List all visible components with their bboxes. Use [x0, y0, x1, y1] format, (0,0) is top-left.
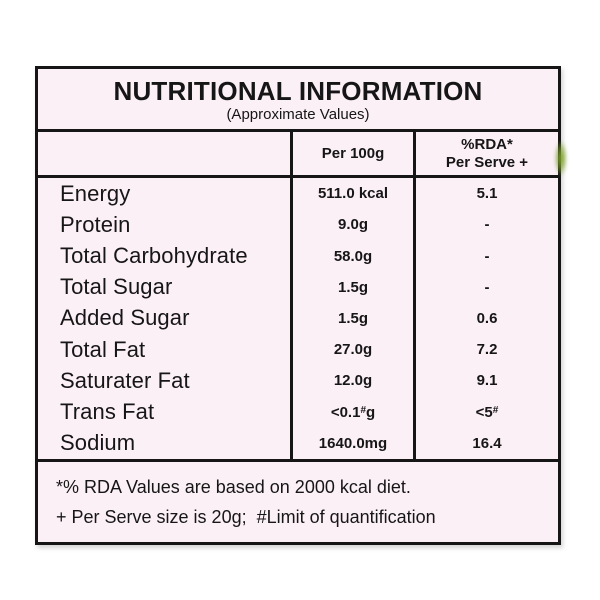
- nutrient-label: Added Sugar: [60, 305, 190, 331]
- nutrient-label: Protein: [60, 211, 131, 237]
- per-100g-value: <0.1 # g: [290, 396, 413, 428]
- header-per-100g-label: Per 100g: [321, 144, 385, 162]
- table-row: Saturater Fat 12.0g 9.1: [38, 365, 558, 397]
- rda-value: 9.1: [413, 365, 558, 397]
- nutrient-label: Total Sugar: [60, 274, 173, 300]
- rda-value: 7.2: [413, 334, 558, 366]
- per-100g-value: 58.0g: [290, 240, 413, 272]
- header-per-100g: Per 100g: [290, 132, 413, 175]
- rda-value: -: [413, 271, 558, 303]
- rda-value: <5 #: [413, 396, 558, 428]
- per-100g-value: 12.0g: [290, 365, 413, 397]
- table-row: Added Sugar 1.5g 0.6: [38, 302, 558, 335]
- table-row: Trans Fat <0.1 # g <5 #: [38, 396, 558, 428]
- rda-value: -: [413, 240, 558, 272]
- rda-value: 5.1: [413, 178, 558, 210]
- header-rda: %RDA* Per Serve +: [413, 132, 558, 175]
- table-row: Sodium 1640.0mg 16.4: [38, 427, 558, 459]
- nutrient-label: Saturater Fat: [60, 367, 190, 393]
- rda-value: 0.6: [413, 302, 558, 335]
- label-title: NUTRITIONAL INFORMATION: [113, 76, 483, 106]
- per-100g-value: 9.0g: [290, 209, 413, 241]
- footnote-rda: *% RDA Values are based on 2000 kcal die…: [56, 477, 411, 497]
- header-rda-line1: %RDA*: [461, 135, 513, 153]
- per-100g-value: 1640.0mg: [290, 427, 413, 459]
- table-header-row: Per 100g %RDA* Per Serve +: [38, 132, 558, 178]
- per-100g-value: 27.0g: [290, 334, 413, 366]
- table-row: Protein 9.0g -: [38, 209, 558, 241]
- label-title-block: NUTRITIONAL INFORMATION (Approximate Val…: [38, 69, 558, 132]
- nutrient-label: Energy: [60, 180, 131, 206]
- nutrient-label: Sodium: [60, 430, 136, 456]
- table-body: Energy 511.0 kcal 5.1 Protein 9.0g - Tot…: [38, 178, 558, 459]
- table-row: Energy 511.0 kcal 5.1: [38, 178, 558, 210]
- per-100g-value: 1.5g: [290, 302, 413, 335]
- nutrition-label-panel: NUTRITIONAL INFORMATION (Approximate Val…: [35, 66, 561, 545]
- table-row: Total Fat 27.0g 7.2: [38, 334, 558, 366]
- nutrient-label: Total Carbohydrate: [60, 243, 248, 269]
- header-nutrient-column: [38, 132, 290, 175]
- nutrient-label: Trans Fat: [60, 399, 155, 425]
- nutrient-label: Total Fat: [60, 336, 146, 362]
- per-100g-value: 511.0 kcal: [290, 178, 413, 210]
- table-row: Total Sugar 1.5g -: [38, 271, 558, 303]
- per-100g-value: 1.5g: [290, 271, 413, 303]
- table-row: Total Carbohydrate 58.0g -: [38, 240, 558, 272]
- label-subtitle: (Approximate Values): [226, 106, 370, 123]
- footnote-serve-size: + Per Serve size is 20g; #Limit of quant…: [56, 507, 436, 527]
- rda-value: 16.4: [413, 427, 558, 459]
- header-rda-line2: Per Serve +: [445, 153, 529, 171]
- footnotes-block: *% RDA Values are based on 2000 kcal die…: [38, 459, 558, 542]
- rda-value: -: [413, 209, 558, 241]
